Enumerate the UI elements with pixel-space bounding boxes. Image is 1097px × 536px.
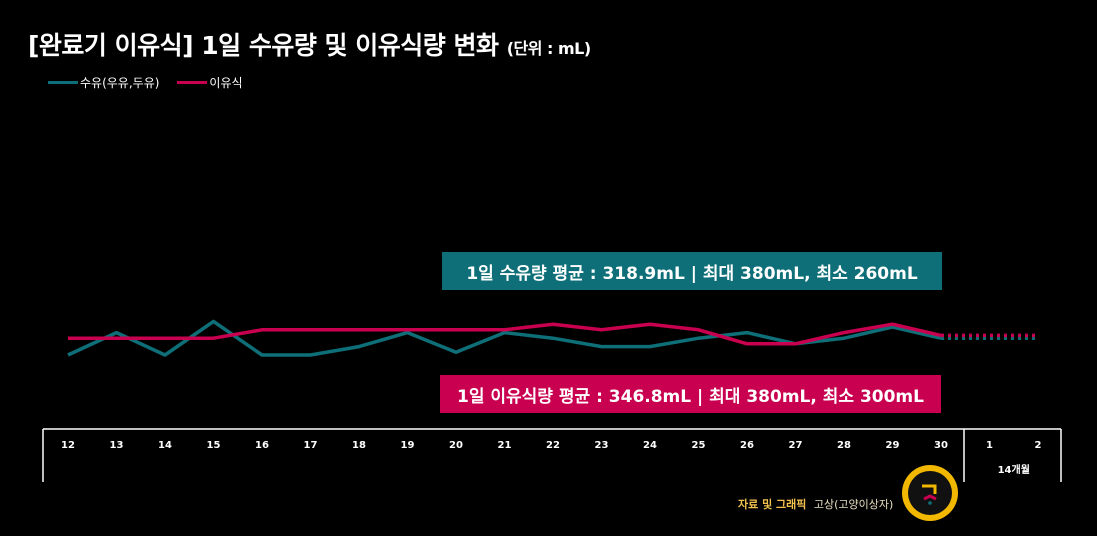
x-tick-label: 17 bbox=[304, 440, 318, 451]
legend-label-food: 이유식 bbox=[209, 76, 243, 90]
credit: 자료 및 그래픽 고상(고양이상자) bbox=[738, 496, 893, 512]
logo-glyph-icon bbox=[922, 484, 937, 505]
x-tick-label: 30 bbox=[934, 440, 948, 451]
x-tick-label: 12 bbox=[61, 440, 75, 451]
chart-title: [완료기 이유식] 1일 수유량 및 이유식량 변화 (단위 : mL) bbox=[28, 26, 591, 62]
x-tick-label: 27 bbox=[789, 440, 803, 451]
x-tick-label: 2 bbox=[1035, 440, 1042, 451]
credit-label: 자료 및 그래픽 bbox=[738, 498, 807, 511]
legend-item-milk: 수유(우유,두유) bbox=[48, 74, 159, 91]
x-tick-label: 15 bbox=[207, 440, 221, 451]
x-tick-label: 13 bbox=[110, 440, 124, 451]
legend-swatch-food bbox=[177, 81, 208, 84]
x-tick-label: 25 bbox=[692, 440, 706, 451]
legend-swatch-milk bbox=[48, 81, 78, 84]
x-tick-label: 22 bbox=[546, 440, 560, 451]
chart-title-text: [완료기 이유식] 1일 수유량 및 이유식량 변화 bbox=[28, 31, 499, 60]
x-tick-label: 28 bbox=[837, 440, 851, 451]
month-label: 14개월 bbox=[998, 463, 1030, 476]
x-tick-label: 29 bbox=[886, 440, 900, 451]
x-tick-label: 24 bbox=[643, 440, 657, 451]
x-tick-label: 18 bbox=[352, 440, 366, 451]
x-tick-label: 20 bbox=[449, 440, 463, 451]
x-tick-label: 19 bbox=[401, 440, 415, 451]
x-tick-label: 23 bbox=[595, 440, 609, 451]
x-tick-label: 1 bbox=[986, 440, 993, 451]
x-tick-label: 16 bbox=[255, 440, 269, 451]
legend-item-food: 이유식 bbox=[177, 74, 243, 91]
chart-unit: (단위 : mL) bbox=[506, 39, 591, 58]
credit-author: 고상(고양이상자) bbox=[813, 498, 894, 511]
cat-logo-icon bbox=[902, 465, 958, 521]
food-average-banner: 1일 이유식량 평균 : 346.8mL | 최대 380mL, 최소 300m… bbox=[440, 375, 941, 413]
x-tick-label: 21 bbox=[498, 440, 512, 451]
legend-label-milk: 수유(우유,두유) bbox=[80, 76, 160, 90]
x-tick-label: 26 bbox=[740, 440, 754, 451]
x-tick-label: 14 bbox=[158, 440, 172, 451]
milk-average-banner: 1일 수유량 평균 : 318.9mL | 최대 380mL, 최소 260mL bbox=[442, 252, 942, 290]
legend: 수유(우유,두유) 이유식 bbox=[48, 74, 261, 91]
